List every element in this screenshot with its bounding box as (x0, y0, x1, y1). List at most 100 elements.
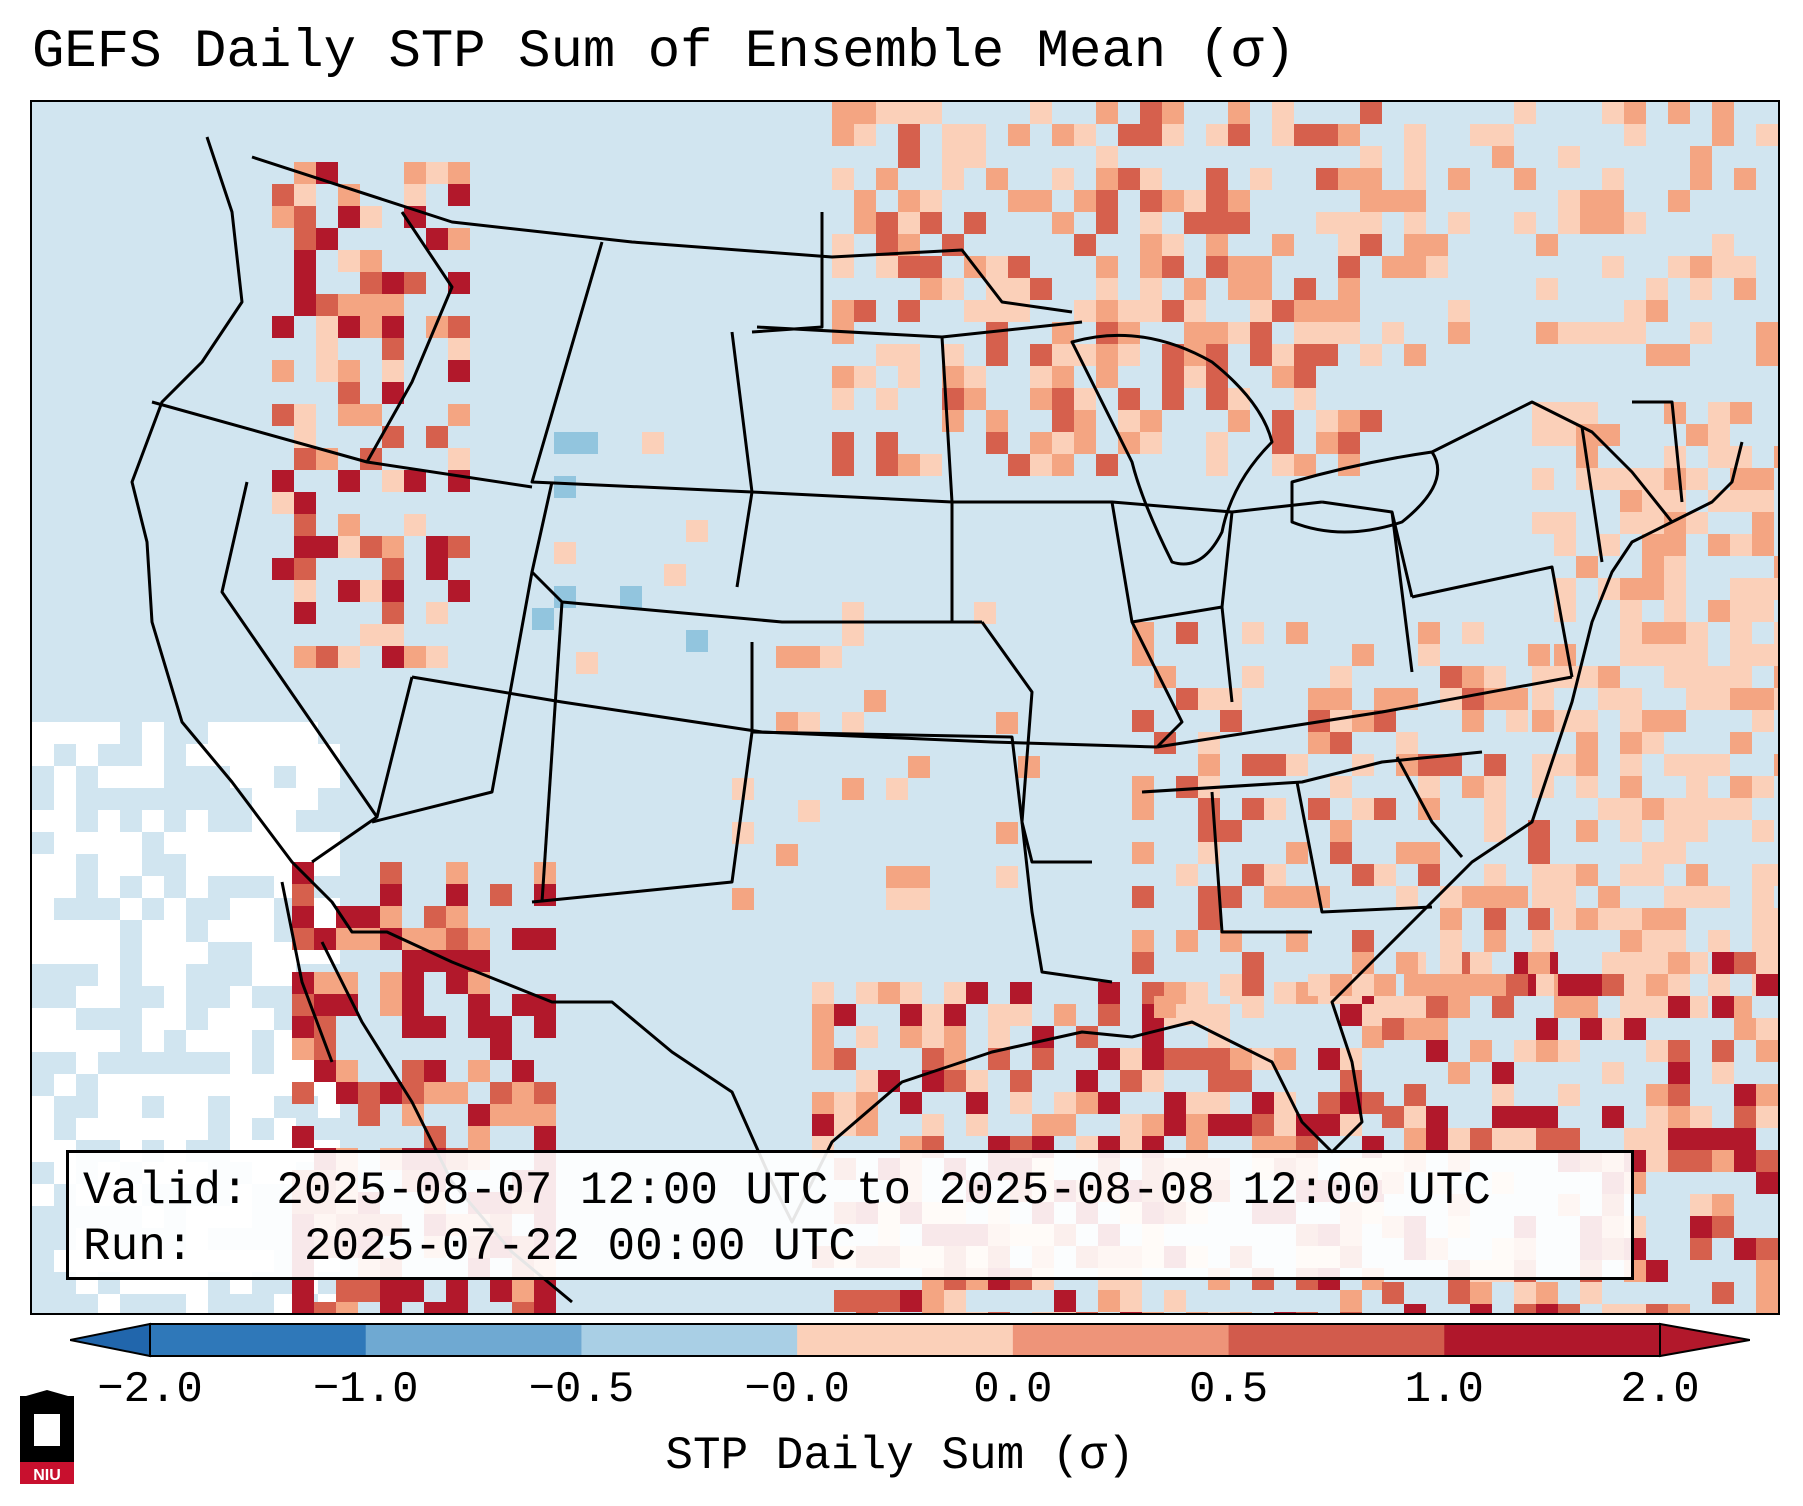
field-cell (1492, 1084, 1514, 1106)
field-cell (98, 722, 120, 744)
field-cell (316, 316, 338, 338)
state-line (1295, 781, 1433, 914)
field-cell (274, 1030, 296, 1052)
field-cell (1228, 212, 1250, 234)
field-cell (1030, 388, 1052, 410)
state-line (751, 730, 1024, 823)
field-cell (1536, 1304, 1558, 1313)
field-cell (1752, 644, 1774, 666)
field-cell (964, 146, 986, 168)
field-cell (230, 722, 252, 744)
field-cell (490, 884, 512, 906)
field-cell (1228, 388, 1250, 410)
field-cell (1506, 710, 1528, 732)
field-cell (1076, 1092, 1098, 1114)
field-cell (1404, 1304, 1426, 1313)
field-cell (1620, 908, 1642, 930)
field-cell (98, 986, 120, 1008)
field-cell (1620, 710, 1642, 732)
field-cell (898, 344, 920, 366)
field-cell (1536, 322, 1558, 344)
run-label: Run: (83, 1221, 194, 1273)
field-cell (1076, 1070, 1098, 1092)
field-cell (98, 854, 120, 876)
field-cell (32, 1184, 54, 1206)
field-cell (76, 1030, 98, 1052)
field-cell (898, 366, 920, 388)
field-cell (1668, 190, 1690, 212)
field-cell (986, 168, 1008, 190)
field-cell (1426, 1106, 1448, 1128)
field-cell (1360, 212, 1382, 234)
field-cell (1340, 1312, 1362, 1313)
field-cell (1642, 710, 1664, 732)
state-line (220, 481, 379, 818)
field-cell (1532, 930, 1554, 952)
field-cell (1756, 1040, 1778, 1062)
field-cell (274, 810, 296, 832)
field-cell (1374, 974, 1396, 996)
field-cell (54, 788, 76, 810)
field-cell (54, 1074, 76, 1096)
field-cell (1624, 212, 1646, 234)
field-cell (1712, 256, 1734, 278)
field-cell (1730, 798, 1752, 820)
field-cell (1360, 146, 1382, 168)
field-cell (1140, 432, 1162, 454)
field-cell (230, 1096, 252, 1118)
field-cell (944, 1026, 966, 1048)
field-cell (1668, 952, 1690, 974)
field-cell (424, 1082, 446, 1104)
field-cell (1230, 1048, 1252, 1070)
field-cell (1646, 1128, 1668, 1150)
field-cell (1198, 688, 1220, 710)
field-cell (446, 862, 468, 884)
field-cell (1752, 820, 1774, 842)
field-cell (1118, 388, 1140, 410)
field-cell (186, 810, 208, 832)
field-cell (294, 646, 316, 668)
field-cell (1360, 168, 1382, 190)
field-cell (1118, 410, 1140, 432)
field-cell (252, 942, 274, 964)
field-cell (1098, 1290, 1120, 1312)
field-cell (1010, 1070, 1032, 1092)
colorbar-segment (1012, 1324, 1230, 1356)
field-cell (1250, 278, 1272, 300)
field-cell (776, 646, 798, 668)
field-cell (1118, 300, 1140, 322)
field-cell (1752, 710, 1774, 732)
field-cell (252, 920, 274, 942)
field-cell (900, 1004, 922, 1026)
field-cell (1730, 578, 1752, 600)
field-cell (1484, 798, 1506, 820)
field-cell (164, 1096, 186, 1118)
state-line (1156, 675, 1573, 749)
field-cell (1418, 776, 1440, 798)
field-cell (1642, 996, 1664, 1018)
field-cell (1448, 212, 1470, 234)
field-cell (1032, 1114, 1054, 1136)
field-cell (1338, 410, 1360, 432)
field-cell (1484, 754, 1506, 776)
field-cell (1274, 1048, 1296, 1070)
field-cell (32, 1030, 54, 1052)
field-cell (1206, 388, 1228, 410)
field-cell (832, 454, 854, 476)
field-cell (856, 982, 878, 1004)
field-cell (1620, 864, 1642, 886)
colorbar-segments (149, 1323, 1661, 1357)
field-cell (54, 854, 76, 876)
field-cell (1558, 1040, 1580, 1062)
field-cell (1774, 864, 1778, 886)
field-cell (1712, 1194, 1734, 1216)
field-cell (1690, 1150, 1712, 1172)
field-cell (1646, 1040, 1668, 1062)
field-cell (942, 234, 964, 256)
field-cell (1602, 190, 1624, 212)
field-cell (424, 1302, 446, 1313)
field-cell (1712, 1282, 1734, 1304)
colorbar-extend-low (70, 1322, 151, 1358)
field-cell (1646, 1150, 1668, 1172)
field-cell (576, 652, 598, 674)
